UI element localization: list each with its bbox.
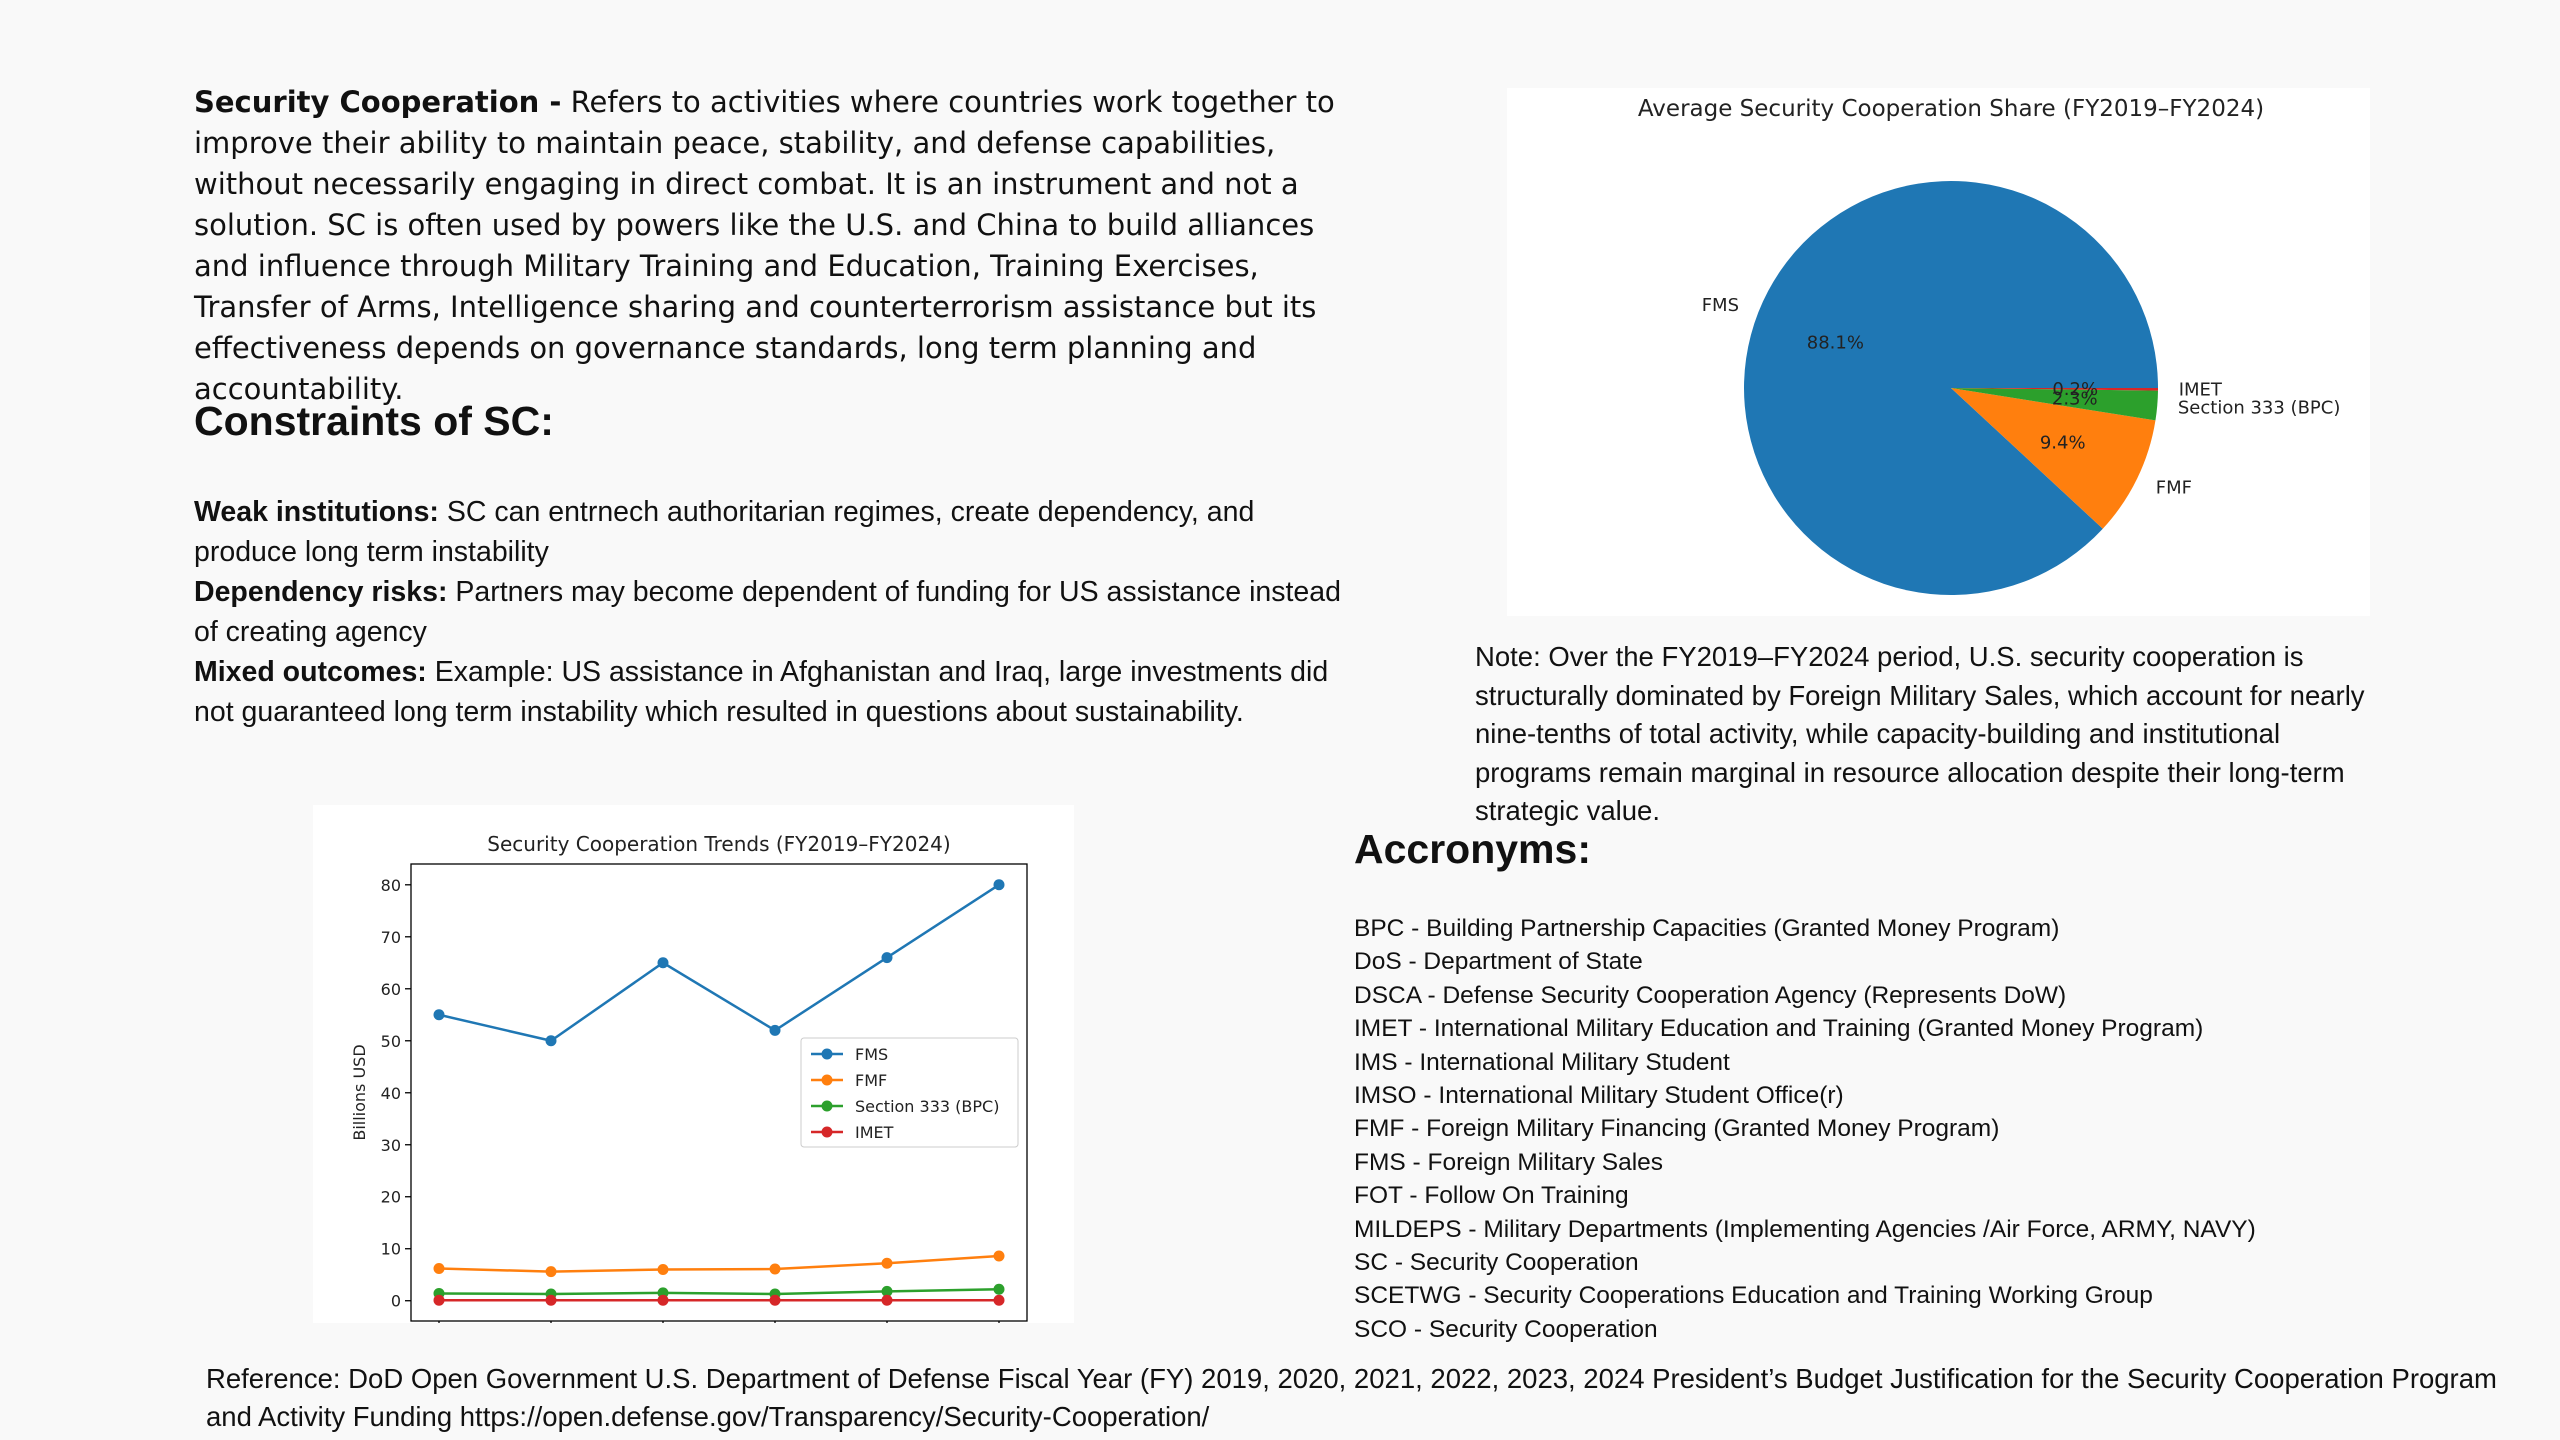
data-point [545, 1035, 557, 1047]
y-axis-label: Billions USD [350, 1044, 369, 1140]
constraint-item: Dependency risks: Partners may become de… [194, 572, 1344, 652]
line-chart: Security Cooperation Trends (FY2019–FY20… [313, 805, 1074, 1323]
acronym-item: DSCA - Defense Security Cooperation Agen… [1354, 981, 2067, 1009]
acronym-item: SC - Security Cooperation [1354, 1249, 1639, 1277]
constraints-list: Weak institutions: SC can entrnech autho… [194, 492, 1344, 732]
data-point [881, 1285, 893, 1297]
chart-title: Average Security Cooperation Share (FY20… [1638, 96, 2264, 122]
constraint-text: Example: US assistance in Afghanistan an… [194, 656, 1329, 728]
legend-marker [821, 1100, 833, 1112]
data-point [769, 1294, 781, 1306]
data-point [993, 1250, 1005, 1262]
legend-marker [821, 1126, 833, 1138]
chart-title: Security Cooperation Trends (FY2019–FY20… [487, 832, 950, 856]
data-point [881, 1294, 893, 1306]
data-point [993, 879, 1005, 891]
constraint-item: Weak institutions: SC can entrnech autho… [194, 492, 1344, 572]
data-point [433, 1009, 445, 1021]
slice-value-label: 9.4% [2040, 432, 2086, 453]
y-tick-label: 60 [381, 980, 401, 999]
slice-label: Section 333 (BPC) [2178, 397, 2341, 418]
data-point [881, 1257, 893, 1269]
y-tick-label: 80 [381, 876, 401, 895]
data-point [993, 1283, 1005, 1295]
data-point [545, 1266, 557, 1278]
y-tick-label: 10 [381, 1240, 401, 1259]
acronym-item: SCETWG - Security Cooperations Education… [1354, 1282, 2153, 1310]
legend-marker [821, 1074, 833, 1086]
reference: Reference: DoD Open Government U.S. Depa… [206, 1363, 2497, 1432]
legend-label: IMET [855, 1123, 894, 1142]
plot-frame [410, 863, 1028, 1322]
acronym-item: FMS - Foreign Military Sales [1354, 1148, 1664, 1176]
data-point [433, 1294, 445, 1306]
data-point [657, 957, 669, 969]
y-tick-label: 30 [381, 1136, 401, 1155]
y-tick-label: 50 [381, 1032, 401, 1051]
acronym-item: DoS - Department of State [1354, 948, 1643, 976]
legend-box [800, 1037, 1019, 1148]
series-line [438, 1288, 1000, 1296]
data-point [881, 952, 893, 964]
constraint-text: Partners may become dependent of funding… [194, 576, 1341, 648]
data-point [769, 1024, 781, 1036]
acronyms-list: BPC - Building Partnership Capacities (G… [1354, 912, 2256, 1346]
pie-slice [1951, 388, 2158, 391]
y-tick-label: 0 [391, 1292, 401, 1311]
pie-chart: Average Security Cooperation Share (FY20… [1507, 88, 2370, 616]
constraints-heading: Constraints of SC: [194, 398, 554, 444]
pie-note: Note: Over the FY2019–FY2024 period, U.S… [1475, 641, 2365, 826]
slice-label: IMET [2179, 379, 2223, 400]
y-tick-label: 20 [381, 1188, 401, 1207]
y-tick-label: 40 [381, 1084, 401, 1103]
intro-text: Refers to activities where countries wor… [194, 85, 1335, 406]
acronyms-heading: Accronyms: [1354, 826, 1591, 872]
y-tick-label: 70 [381, 928, 401, 947]
acronym-item: SCO - Security Cooperation [1354, 1315, 1658, 1343]
acronym-item: IMS - International Military Student [1354, 1048, 1730, 1076]
acronym-item: MILDEPS - Military Departments (Implemen… [1354, 1215, 2256, 1243]
constraint-label: Dependency risks: [194, 576, 448, 608]
constraint-item: Mixed outcomes: Example: US assistance i… [194, 652, 1344, 732]
slice-value-label: 88.1% [1807, 333, 1864, 354]
acronym-item: IMET - International Military Education … [1354, 1015, 2204, 1043]
slice-value-label: 0.2% [2052, 379, 2098, 400]
data-point [769, 1263, 781, 1275]
series-line [438, 1254, 1000, 1273]
acronym-item: BPC - Building Partnership Capacities (G… [1354, 915, 2060, 942]
slice-label: FMF [2156, 478, 2192, 499]
data-point [993, 1294, 1005, 1306]
constraint-text: SC can entrnech authoritarian regimes, c… [194, 496, 1255, 568]
pie-slice [1951, 388, 2158, 421]
data-point [657, 1294, 669, 1306]
legend-label: FMF [855, 1071, 887, 1090]
constraint-label: Mixed outcomes: [194, 656, 427, 688]
slice-label: FMS [1702, 295, 1739, 316]
legend-label: Section 333 (BPC) [855, 1097, 999, 1116]
series-line [438, 883, 1000, 1043]
intro-term: Security Cooperation - [194, 85, 562, 119]
legend-label: FMS [855, 1045, 888, 1064]
acronym-item: IMSO - International Military Student Of… [1354, 1082, 1844, 1110]
slice-value-label: 2.3% [2052, 389, 2098, 410]
legend-marker [821, 1048, 833, 1060]
data-point [433, 1262, 445, 1274]
acronym-item: FMF - Foreign Military Financing (Grante… [1354, 1115, 2000, 1143]
constraint-label: Weak institutions: [194, 496, 439, 528]
intro-paragraph: Security Cooperation - Refers to activit… [194, 82, 1354, 410]
pie-slice [1951, 388, 2156, 529]
data-point [657, 1264, 669, 1276]
acronym-item: FOT - Follow On Training [1354, 1182, 1629, 1210]
data-point [545, 1294, 557, 1306]
